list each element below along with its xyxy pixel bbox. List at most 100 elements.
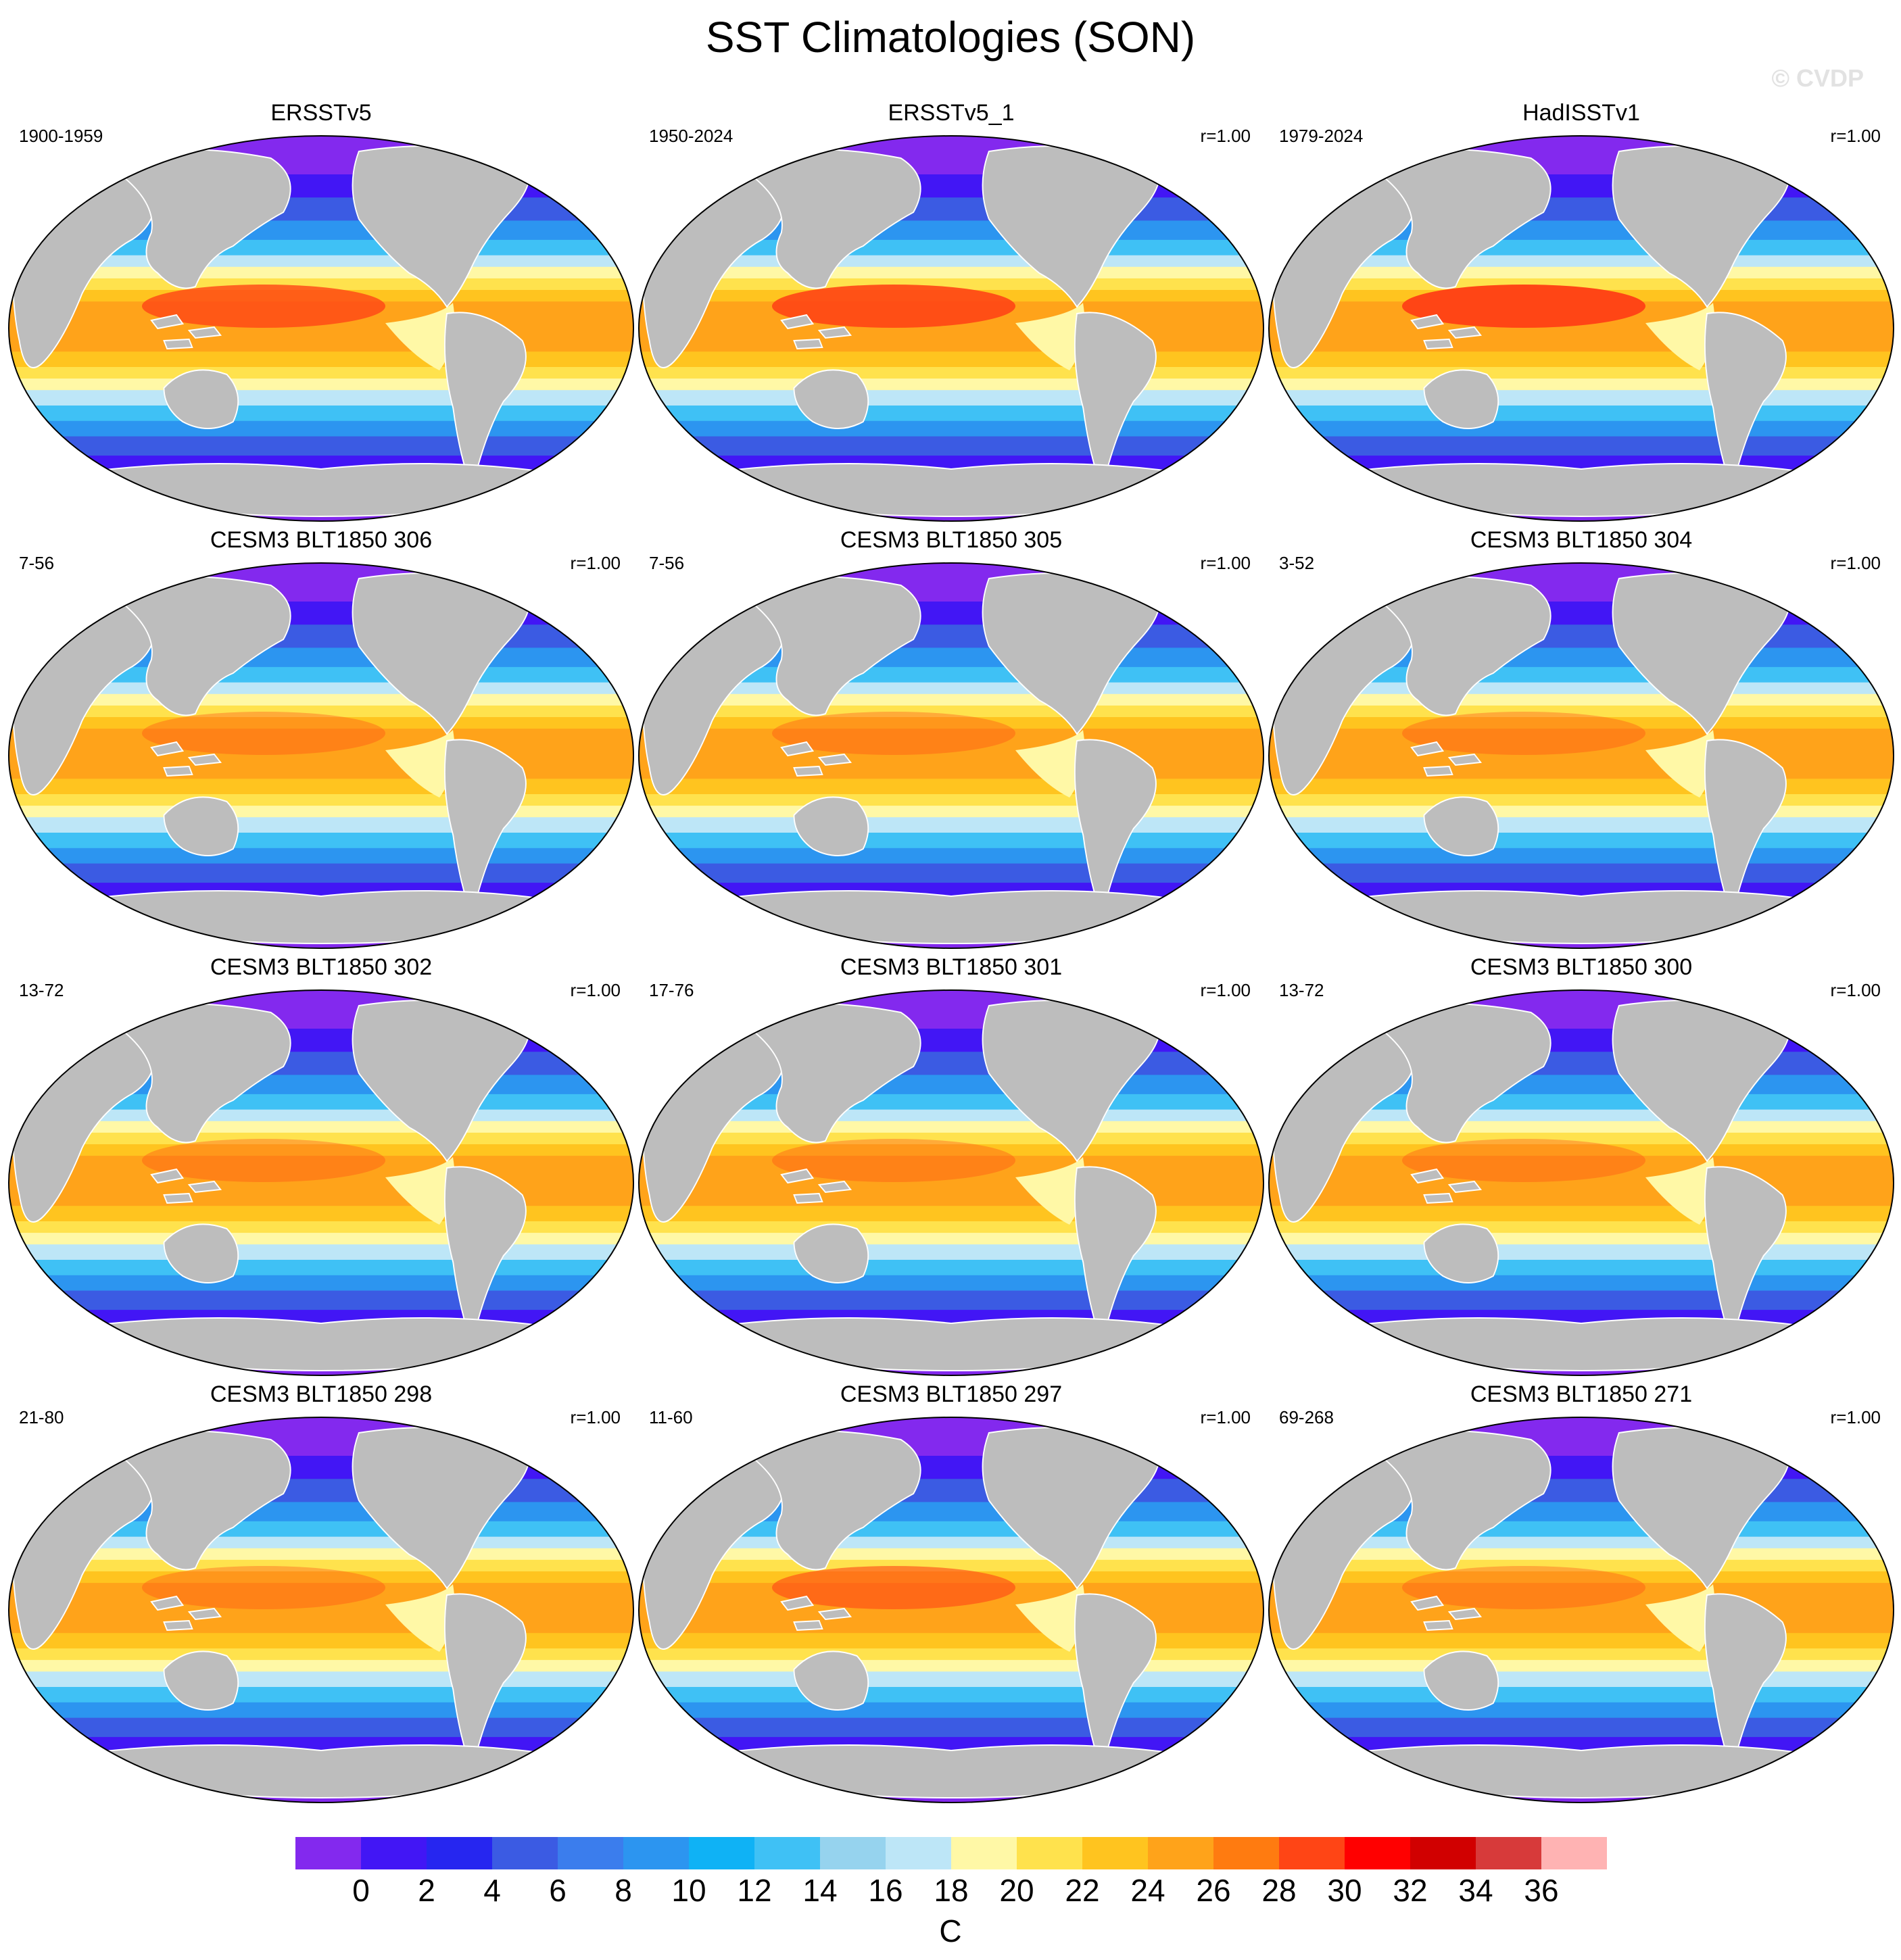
cold-tongue xyxy=(1645,730,1715,798)
sst-band xyxy=(639,806,1264,818)
sst-band xyxy=(639,863,1264,884)
panel-correlation: r=1.00 xyxy=(1200,980,1251,1000)
land-mass xyxy=(150,1168,222,1204)
map-outline xyxy=(638,1417,1264,1803)
map-outline xyxy=(1268,135,1894,522)
sst-band xyxy=(1269,1583,1894,1619)
sst-band xyxy=(9,563,633,602)
land-mass xyxy=(1074,739,1157,919)
sst-band xyxy=(1269,1559,1894,1572)
panel-title: ERSSTv5_1 xyxy=(888,100,1015,126)
land-mass xyxy=(1423,796,1499,856)
sst-band xyxy=(9,729,633,764)
sst-map xyxy=(638,562,1264,949)
sst-band xyxy=(1269,990,1894,1029)
warm-pool xyxy=(142,1566,385,1609)
land-mass xyxy=(1366,576,1551,716)
land-mass xyxy=(55,463,575,518)
map-panel: CESM3 BLT1850 304 3-52 r=1.00 xyxy=(1267,527,1896,953)
cold-tongue xyxy=(1015,1157,1085,1225)
land-mass xyxy=(1163,143,1223,180)
panel-period: 13-72 xyxy=(1279,980,1324,1000)
land-mass xyxy=(1366,149,1551,289)
land-mass xyxy=(1163,1425,1223,1462)
sst-map xyxy=(8,562,634,949)
land-mass xyxy=(685,1744,1205,1799)
panel-correlation: r=1.00 xyxy=(570,553,621,573)
cold-tongue xyxy=(1015,730,1085,798)
sst-band xyxy=(9,1190,633,1207)
panel-period: 21-80 xyxy=(19,1407,64,1427)
sst-band xyxy=(1269,351,1894,368)
sst-band xyxy=(639,1648,1264,1661)
map-outline xyxy=(638,562,1264,949)
sst-band xyxy=(639,729,1264,764)
colorbar-units: C xyxy=(939,1913,962,1949)
sst-band xyxy=(639,367,1264,380)
sst-band xyxy=(9,779,633,795)
map-panel: CESM3 BLT1850 300 13-72 r=1.00 xyxy=(1267,954,1896,1380)
sst-band xyxy=(9,1417,633,1456)
land-mass xyxy=(533,143,593,180)
sst-band xyxy=(9,1260,633,1276)
panel-title: CESM3 BLT1850 301 xyxy=(840,954,1063,980)
land-mass xyxy=(163,1223,239,1283)
land-mass xyxy=(533,998,593,1035)
sst-band xyxy=(1269,1132,1894,1145)
sst-band xyxy=(1269,420,1894,437)
sst-band xyxy=(639,990,1264,1029)
sst-band xyxy=(9,390,633,406)
land-mass xyxy=(105,149,291,289)
cold-tongue xyxy=(385,303,455,370)
cold-tongue xyxy=(385,730,455,798)
land-mass xyxy=(780,1595,852,1632)
land-mass xyxy=(1794,1425,1853,1462)
sst-band xyxy=(9,1290,633,1311)
colorbar-tick-label: 24 xyxy=(1130,1873,1165,1908)
sst-band xyxy=(639,779,1264,795)
sst-band xyxy=(9,1633,633,1649)
sst-band xyxy=(9,351,633,368)
panel-correlation: r=1.00 xyxy=(1830,126,1881,146)
cold-tongue xyxy=(1645,303,1715,370)
colorbar-tick-label: 34 xyxy=(1458,1873,1493,1908)
panel-title: CESM3 BLT1850 304 xyxy=(1470,527,1693,553)
cold-tongue xyxy=(385,1584,455,1652)
map-panel: HadISSTv1 1979-2024 r=1.00 xyxy=(1267,100,1896,526)
sst-band xyxy=(1269,1687,1894,1703)
panel-period: 11-60 xyxy=(649,1407,693,1427)
panel-correlation: r=1.00 xyxy=(1200,1407,1251,1427)
sst-band xyxy=(9,705,633,718)
map-outline xyxy=(8,135,634,522)
land-mass xyxy=(1163,998,1223,1035)
sst-map xyxy=(638,989,1264,1376)
colorbar-swatch xyxy=(951,1837,1017,1869)
land-mass xyxy=(793,1223,869,1283)
panel-title: CESM3 BLT1850 306 xyxy=(210,527,433,553)
sst-map xyxy=(1268,562,1894,949)
land-mass xyxy=(105,1003,291,1144)
sst-band xyxy=(9,833,633,849)
figure-title: SST Climatologies (SON) xyxy=(705,13,1196,62)
map-outline xyxy=(1268,562,1894,949)
sst-band xyxy=(9,693,633,706)
map-panel: CESM3 BLT1850 298 21-80 r=1.00 xyxy=(7,1381,635,1807)
colorbar-tick-label: 0 xyxy=(352,1873,370,1908)
sst-band xyxy=(9,406,633,422)
colorbar-swatch xyxy=(361,1837,427,1869)
sst-band xyxy=(1269,378,1894,391)
warm-pool xyxy=(772,285,1015,328)
land-mass xyxy=(1410,1595,1483,1632)
sst-band xyxy=(1269,806,1894,818)
sst-band xyxy=(9,1617,633,1634)
sst-band xyxy=(1269,1156,1894,1192)
map-outline xyxy=(1268,1417,1894,1803)
colorbar-swatch xyxy=(1017,1837,1083,1869)
land-mass xyxy=(736,1430,921,1571)
sst-band xyxy=(1269,1144,1894,1157)
sst-band xyxy=(1269,1702,1894,1719)
map-panel: ERSSTv5_1 1950-2024 r=1.00 xyxy=(637,100,1266,526)
panel-correlation: r=1.00 xyxy=(1830,553,1881,573)
map-panel: CESM3 BLT1850 297 11-60 r=1.00 xyxy=(637,1381,1266,1807)
warm-pool xyxy=(142,712,385,755)
